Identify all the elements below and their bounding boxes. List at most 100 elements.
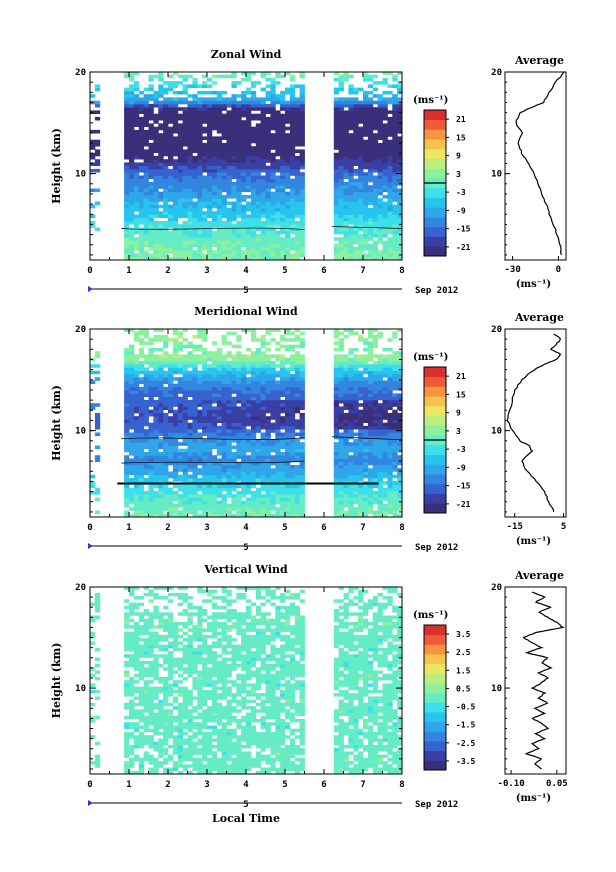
heatmap-cell [182,87,188,92]
heatmap-cell [246,217,252,222]
heatmap-cell [333,422,340,427]
heatmap-cell [148,146,154,150]
heatmap-cell [158,139,164,144]
heatmap-cell [260,445,266,450]
heatmap-cell [148,497,154,502]
heatmap-cell [236,484,242,489]
heatmap-cell [192,103,198,108]
heatmap-cell [163,250,169,254]
heatmap-cell [397,458,403,463]
heatmap-cell [124,74,130,79]
heatmap-cell [289,442,296,446]
heatmap-cell [143,510,149,515]
heatmap-cell [382,497,388,502]
heatmap-cell [333,393,340,397]
heatmap-cell [382,113,388,118]
heatmap-cell [192,182,198,186]
heatmap-cell [216,90,223,95]
heatmap-cell [124,139,130,144]
heatmap-cell [163,403,169,407]
heatmap-cell [221,188,227,193]
heatmap-cell [338,214,344,219]
heatmap-cell [216,201,223,206]
heatmap-cell [168,81,174,85]
heatmap-cell [387,159,393,163]
colorbar-unit: (ms⁻¹) [413,95,448,106]
heatmap-cell [221,211,227,215]
heatmap-cell [158,100,164,105]
heatmap-cell [333,253,340,258]
heatmap-cell [133,188,140,193]
heatmap-cell [367,224,374,228]
heatmap-cell [299,230,305,235]
heatmap-cell [348,429,354,433]
heatmap-cell [158,373,164,378]
heatmap-cell [353,136,359,140]
heatmap-cell [221,455,227,459]
heatmap-cell [177,487,184,492]
heatmap-cell [265,195,271,199]
heatmap-cell [353,120,359,124]
heatmap-cell [226,139,232,144]
heatmap-cell [280,247,286,251]
heatmap-cell [289,500,296,505]
heatmap-cell [138,103,145,108]
heatmap-cell [207,500,213,505]
heatmap-cell [358,432,364,437]
heatmap-cell [148,133,154,137]
heatmap-cell [168,432,174,437]
heatmap-cell [285,142,291,147]
heatmap-cell [236,247,242,251]
heatmap-cell [338,208,344,212]
heatmap-cell [241,133,247,137]
heatmap-cell [285,461,291,466]
heatmap-cell [192,377,198,381]
heatmap-cell [197,452,203,456]
heatmap-cell [348,221,354,225]
heatmap-cell [90,155,96,160]
heatmap-cell [211,419,218,423]
heatmap-cell [363,94,369,98]
heatmap-cell [299,214,305,219]
heatmap-cell [338,435,344,440]
heatmap-cell [367,214,374,219]
heatmap-cell [343,396,349,401]
heatmap-cell [163,439,169,443]
heatmap-cell [275,139,281,144]
heatmap-cell [226,465,232,469]
heatmap-cell [158,445,164,450]
heatmap-cell [168,491,174,495]
heatmap-cell [358,198,364,202]
heatmap-cell [343,97,349,101]
heatmap-cell [241,142,247,147]
heatmap-cell [397,380,403,384]
heatmap-cell [231,429,237,433]
heatmap-cell [138,256,145,261]
heatmap-cell [148,478,154,482]
heatmap-cell [226,146,232,150]
heatmap-cell [216,136,223,140]
heatmap-cell [177,452,184,456]
heatmap-cell [124,94,130,98]
heatmap-cell [163,87,169,92]
heatmap-cell [241,110,247,114]
colorbar-tick-label: 21 [456,115,466,124]
heatmap-cell [197,390,203,394]
heatmap-cell [221,377,227,381]
heatmap-cell [202,107,208,111]
heatmap-cell [299,432,305,437]
heatmap-cell [168,504,174,508]
heatmap-cell [338,149,344,153]
heatmap-cell [133,120,140,124]
colorbar-segment [424,207,446,218]
heatmap-cell [255,500,262,505]
heatmap-cell [285,399,291,404]
heatmap-cell [260,191,266,196]
heatmap-cell [231,182,237,186]
heatmap-cell [182,386,188,391]
heatmap-cell [250,491,257,495]
heatmap-cell [216,237,223,241]
heatmap-cell [197,243,203,248]
heatmap-cell [153,412,159,417]
heatmap-cell [377,198,383,202]
